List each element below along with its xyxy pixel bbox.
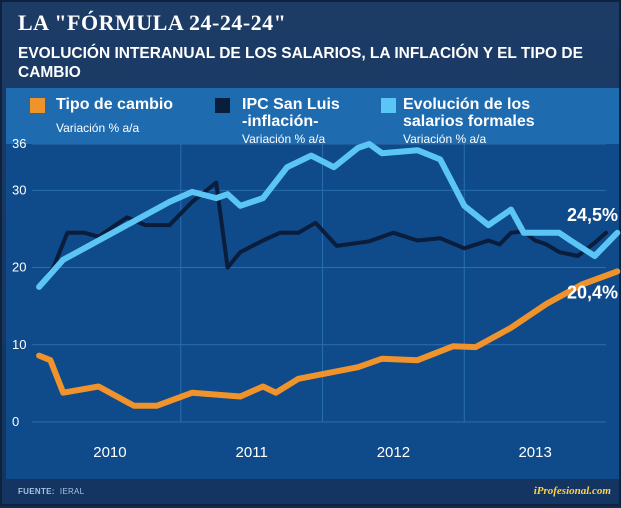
series-line-ipc-san-luis <box>37 180 608 289</box>
chart-subtitle: EVOLUCIÓN INTERANUAL DE LOS SALARIOS, LA… <box>18 45 583 81</box>
source-name: IERAL <box>59 487 85 496</box>
y-tick-label: 10 <box>12 337 26 352</box>
legend-swatch-salarios <box>381 98 396 113</box>
x-tick-label: 2013 <box>518 444 551 461</box>
page-title: LA "FÓRMULA 24-24-24" <box>18 10 287 35</box>
legend-label-salarios-2: salarios formales <box>403 113 535 130</box>
source-note: FUENTE: IERAL <box>18 487 84 496</box>
data-label: 20,4% <box>567 282 618 302</box>
legend-label-ipc-san-luis: IPC San Luis <box>242 96 340 113</box>
y-tick-label: 0 <box>12 414 19 429</box>
series-line-salarios-formales <box>36 141 621 290</box>
legend-swatch-tipo-de-cambio <box>30 98 45 113</box>
x-tick-label: 2010 <box>93 444 126 461</box>
brand-logo: iProfesional.com <box>533 485 611 497</box>
legend-swatch-ipc-san-luis <box>215 98 230 113</box>
footer: FUENTE: IERAL iProfesional.com <box>2 479 621 508</box>
x-tick-label: 2012 <box>377 444 410 461</box>
source-label: FUENTE: <box>18 487 55 496</box>
plot-background <box>32 144 606 422</box>
legend-sub-salarios: Variación % a/a <box>403 132 487 146</box>
legend-sub-ipc-san-luis: Variación % a/a <box>242 132 326 146</box>
series-line-tipo-de-cambio <box>36 268 621 409</box>
y-tick-label: 36 <box>12 136 26 151</box>
legend-sub-tipo-de-cambio: Variación % a/a <box>56 121 140 135</box>
y-tick-label: 20 <box>12 260 26 275</box>
legend-label-ipc-inflacion: -inflación- <box>242 113 319 130</box>
legend-label-salarios-1: Evolución de los <box>403 96 531 113</box>
y-tick-label: 30 <box>12 182 26 197</box>
data-label: 24,5% <box>567 205 618 225</box>
x-tick-label: 2011 <box>236 444 268 461</box>
legend-label-tipo-de-cambio: Tipo de cambio <box>56 96 174 113</box>
legend: Tipo de cambio Variación % a/a IPC San L… <box>6 88 619 146</box>
